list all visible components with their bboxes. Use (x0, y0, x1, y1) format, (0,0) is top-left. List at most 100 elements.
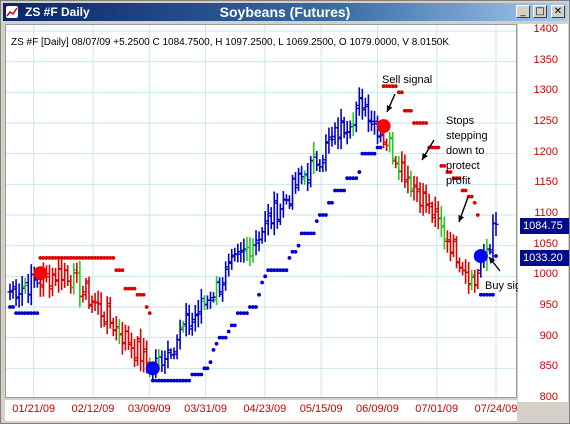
stop-dot (314, 219, 319, 224)
stop-dot (172, 378, 176, 383)
stop-dot (305, 231, 310, 236)
stop-dot (436, 145, 441, 150)
stop-dot (117, 268, 122, 273)
stop-dot (375, 145, 380, 150)
stop-dot (469, 194, 474, 199)
stops-note-line: down to (446, 145, 485, 157)
price-chart-area[interactable] (5, 24, 517, 398)
stop-dot (406, 108, 410, 113)
price-tick-label: 1150 (534, 176, 558, 189)
stop-dot (263, 274, 268, 279)
stop-dot (448, 170, 453, 174)
stop-dot (108, 256, 113, 260)
stop-dot (199, 372, 204, 377)
stop-dot (202, 366, 207, 371)
stop-dot (29, 311, 34, 316)
stop-dot (144, 305, 149, 309)
stop-dot (65, 256, 70, 260)
price-tick-label: 1250 (533, 115, 558, 127)
stop-dot (290, 249, 295, 254)
stop-dot (59, 256, 64, 260)
stop-dot (245, 311, 249, 316)
stop-dot (421, 121, 425, 125)
stop-dot (238, 311, 243, 316)
chart-icon[interactable] (6, 6, 18, 18)
stop-dot (102, 256, 107, 260)
stop-dot (433, 145, 438, 150)
stop-dot (475, 213, 480, 217)
stop-dot (457, 176, 462, 181)
stop-dot (454, 176, 459, 181)
minimize-button[interactable]: _ (516, 5, 530, 18)
stop-dot (396, 90, 401, 95)
stop-price-box: 1033.20 (520, 250, 569, 266)
stop-dot (260, 280, 265, 285)
stop-dot (439, 164, 444, 168)
stop-dot (235, 311, 240, 316)
stop-dot (123, 286, 128, 291)
stop-dot (269, 268, 274, 273)
stop-dot (451, 176, 456, 181)
stop-dot (481, 292, 486, 297)
stop-dot (214, 341, 219, 346)
stop-dot (229, 323, 234, 328)
buy-signal-marker (145, 361, 160, 376)
stop-dot (129, 286, 134, 291)
sell-signal-marker (33, 266, 48, 281)
stop-dot (193, 372, 198, 377)
stop-dot (153, 378, 158, 383)
date-tick-label: 03/09/09 (127, 403, 171, 415)
stop-dot (220, 335, 225, 340)
stop-dot (181, 378, 186, 383)
stop-dot (275, 268, 280, 273)
stop-dot (284, 268, 289, 273)
date-tick-label: 02/12/09 (71, 403, 115, 415)
date-tick-label: 03/31/09 (184, 403, 227, 415)
stop-dot (99, 256, 104, 260)
stop-dot (460, 188, 465, 193)
stop-dot (384, 84, 389, 89)
stop-dot (35, 311, 40, 316)
stops-note-line: stepping (446, 130, 488, 142)
price-chart (6, 25, 516, 397)
stop-dot (38, 256, 43, 260)
stop-dot (96, 256, 100, 260)
close-price-box: 1084.75 (520, 218, 569, 234)
stop-dot (208, 360, 213, 365)
stop-dot (472, 200, 477, 205)
stop-dot (11, 305, 15, 309)
stop-dot (402, 108, 407, 113)
stop-dot (302, 231, 307, 236)
title-bar[interactable]: ZS #F Daily Soybeans (Futures) _ □ ✕ (3, 3, 567, 21)
stop-dot (190, 372, 195, 377)
price-tick-label: 1100 (534, 207, 558, 219)
stop-dot (169, 378, 173, 383)
stop-dot (299, 231, 304, 236)
stop-dot (217, 335, 222, 340)
stop-dot (424, 121, 429, 125)
stop-dot (287, 256, 292, 260)
maximize-button[interactable]: □ (533, 5, 547, 18)
stop-dot (141, 292, 146, 297)
stop-dot (378, 145, 383, 150)
stop-dot (360, 151, 365, 156)
stop-dot (266, 268, 271, 273)
stop-dot (90, 256, 94, 260)
annotation-arrowhead (489, 257, 496, 264)
date-tick-label: 04/23/09 (243, 403, 287, 415)
stops-note-line: profit (446, 175, 471, 187)
stop-dot (68, 256, 73, 260)
stop-dot (330, 200, 334, 205)
date-tick-label: 07/01/09 (415, 403, 459, 415)
close-button[interactable]: ✕ (551, 5, 565, 18)
stop-dot (53, 256, 58, 260)
price-tick-label: 1350 (533, 53, 558, 66)
stop-dot (393, 84, 398, 89)
stop-dot (166, 378, 170, 383)
stop-dot (336, 188, 340, 193)
chart-info-line: ZS #F [Daily] 08/07/09 +5.2500 C 1084.75… (11, 37, 450, 48)
stop-dot (126, 286, 131, 291)
stop-dot (445, 170, 450, 174)
stop-dot (484, 292, 489, 297)
